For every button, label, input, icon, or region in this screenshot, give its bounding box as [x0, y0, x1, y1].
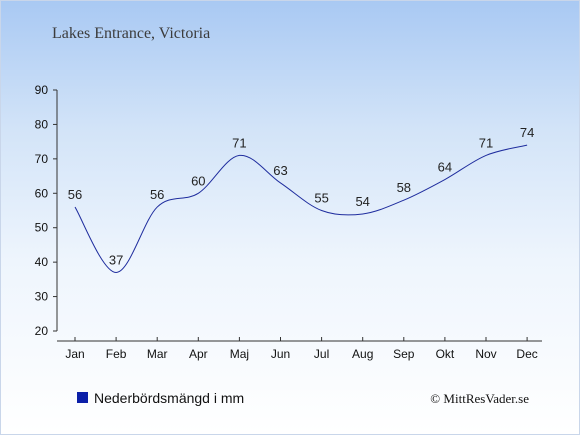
- legend: Nederbördsmängd i mm: [77, 390, 244, 406]
- x-tick-label: Okt: [436, 347, 455, 361]
- data-label: 60: [191, 173, 205, 188]
- series-line: [74, 144, 528, 273]
- data-label: 63: [273, 163, 287, 178]
- data-label: 56: [150, 187, 164, 202]
- y-tick-label: 50: [35, 221, 49, 235]
- series-precipitation: [74, 144, 528, 273]
- data-label: 56: [68, 187, 82, 202]
- data-label: 55: [314, 191, 328, 206]
- data-labels: 56 37 56 60 71 63 55 54 58 64 71 74: [68, 125, 535, 267]
- x-tick-label: Apr: [189, 347, 208, 361]
- data-label: 37: [109, 252, 123, 267]
- x-tick-label: Feb: [106, 347, 127, 361]
- y-tick-label: 40: [35, 255, 49, 269]
- data-label: 58: [397, 180, 411, 195]
- data-label: 71: [232, 135, 246, 150]
- x-tick-label: Nov: [475, 347, 496, 361]
- x-tick-label: Sep: [393, 347, 415, 361]
- y-tick-label: 90: [35, 83, 49, 97]
- axes: 20 30 40 50 60 70 80 90 Jan Feb Mar Apr Maj Jun Jul Aug…: [35, 83, 542, 361]
- credit-text: © MittResVader.se: [430, 391, 529, 406]
- y-tick-label: 60: [35, 186, 49, 200]
- legend-swatch: [77, 392, 88, 403]
- x-tick-label: Mar: [147, 347, 168, 361]
- y-tick-label: 70: [35, 152, 49, 166]
- x-tick-label: Jun: [271, 347, 290, 361]
- x-tick-label: Jul: [314, 347, 329, 361]
- y-tick-label: 80: [35, 117, 49, 131]
- y-tick-label: 20: [35, 324, 49, 338]
- data-label: 71: [479, 135, 493, 150]
- x-tick-label: Maj: [230, 347, 249, 361]
- y-tick-label: 30: [35, 290, 49, 304]
- chart-title: Lakes Entrance, Victoria: [52, 25, 210, 42]
- data-label: 54: [355, 194, 369, 209]
- x-tick-label: Jan: [65, 347, 84, 361]
- x-tick-label: Dec: [516, 347, 537, 361]
- data-label: 74: [520, 125, 534, 140]
- x-tick-label: Aug: [352, 347, 373, 361]
- legend-label: Nederbördsmängd i mm: [94, 390, 244, 406]
- data-label: 64: [438, 160, 452, 175]
